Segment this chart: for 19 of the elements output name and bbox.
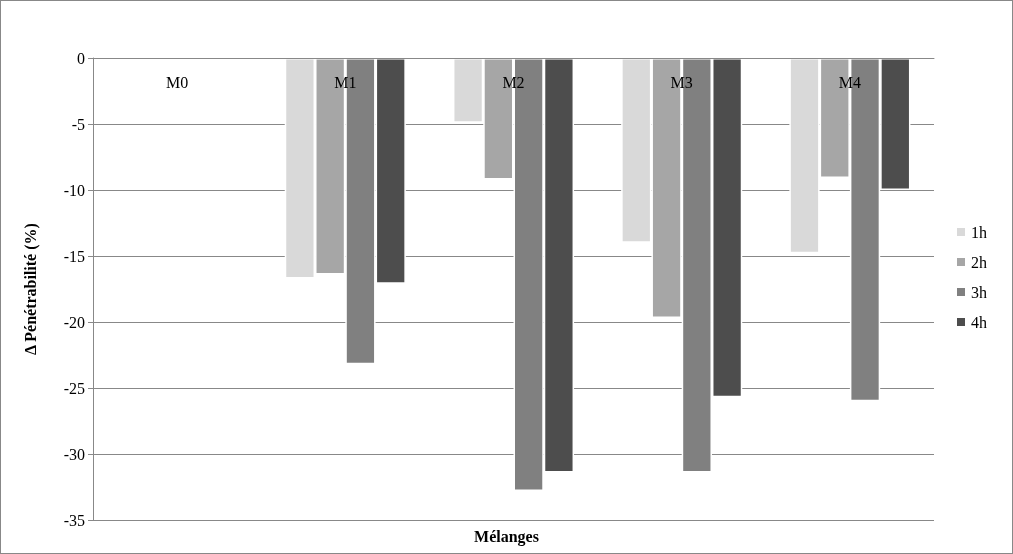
x-tick-label: M4 (838, 73, 862, 91)
y-tick-label: -35 (63, 511, 85, 529)
x-tick-label: M0 (165, 73, 189, 91)
legend-label: 1h (971, 223, 987, 241)
y-tick-label: 0 (77, 49, 85, 67)
y-tick-label: -10 (63, 181, 85, 199)
y-axis-title: Δ Pénétrabilité (%) (21, 223, 40, 355)
legend-label: 2h (971, 253, 987, 271)
x-tick-label: M2 (502, 73, 525, 91)
legend-label: 3h (971, 283, 987, 301)
y-tick-label: -5 (71, 115, 85, 133)
x-tick-label: M1 (334, 73, 357, 91)
x-axis-title: Mélanges (474, 527, 539, 546)
x-tick-label: M3 (670, 73, 693, 91)
y-tick-label: -30 (63, 445, 85, 463)
y-tick-label: -20 (63, 313, 85, 331)
legend-label: 4h (971, 313, 987, 331)
y-tick-label: -25 (63, 379, 85, 397)
y-tick-label: -15 (63, 247, 85, 265)
